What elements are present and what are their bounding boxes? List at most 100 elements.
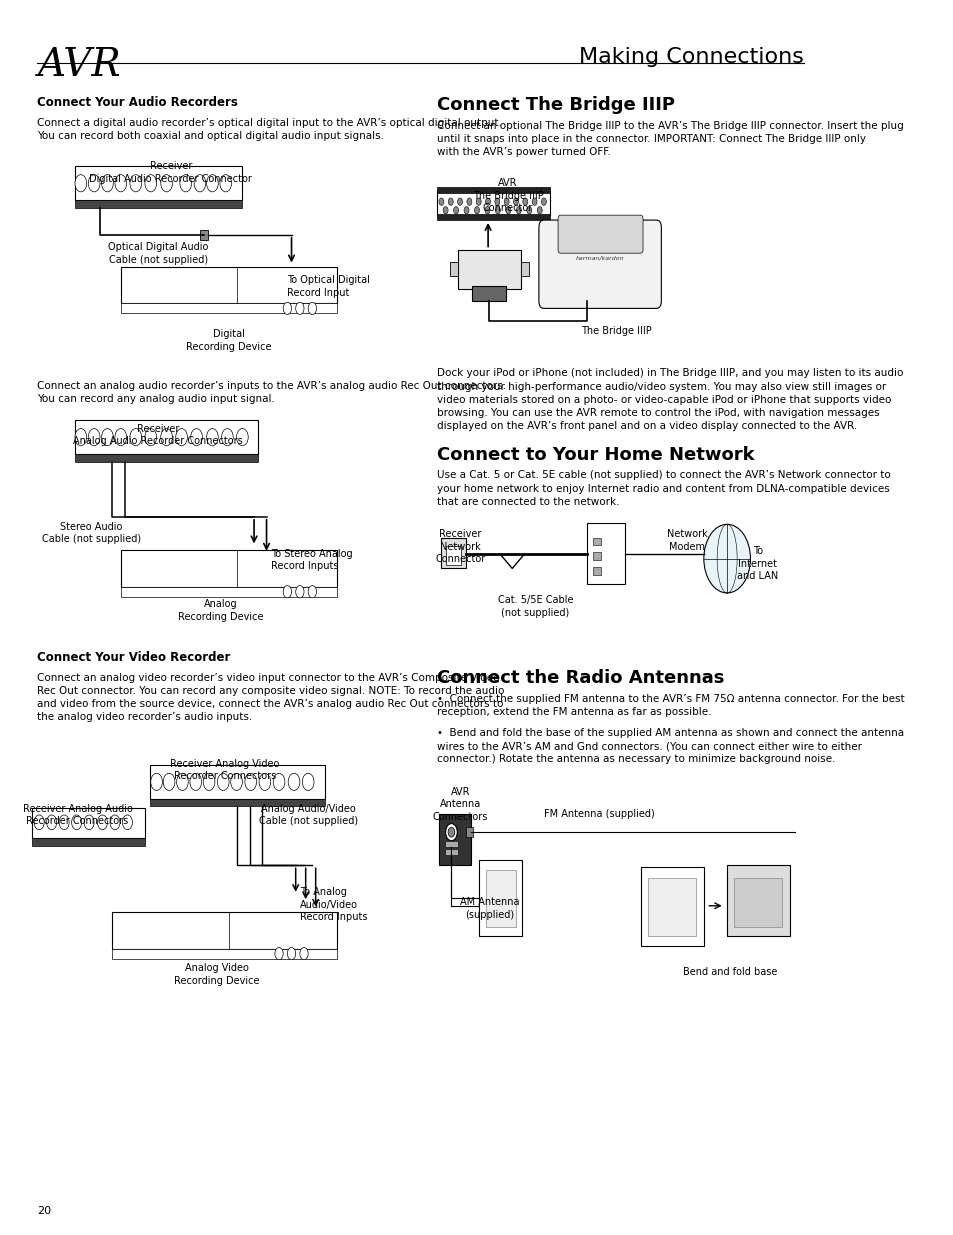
- Bar: [121, 587, 337, 597]
- Text: Receiver Analog Audio
Recorder Connectors: Receiver Analog Audio Recorder Connector…: [23, 804, 132, 826]
- Text: Connect an analog audio recorder’s inputs to the AVR’s analog audio Rec Out conn: Connect an analog audio recorder’s input…: [37, 380, 506, 404]
- Text: 20: 20: [37, 1207, 51, 1216]
- Text: Connect the Radio Antennas: Connect the Radio Antennas: [436, 669, 724, 687]
- Circle shape: [438, 198, 443, 205]
- Circle shape: [97, 815, 108, 830]
- Circle shape: [283, 303, 292, 315]
- Circle shape: [537, 206, 541, 214]
- Circle shape: [219, 174, 232, 191]
- Text: Connect Your Audio Recorders: Connect Your Audio Recorders: [37, 96, 238, 109]
- Circle shape: [505, 206, 510, 214]
- Text: Connect a digital audio recorder’s optical digital input to the AVR’s optical di: Connect a digital audio recorder’s optic…: [37, 119, 502, 142]
- Bar: [436, 190, 549, 215]
- Circle shape: [161, 429, 172, 446]
- Bar: [121, 550, 337, 587]
- Circle shape: [308, 585, 316, 598]
- Text: Making Connections: Making Connections: [578, 47, 803, 67]
- Circle shape: [176, 773, 188, 790]
- Circle shape: [703, 525, 750, 593]
- Text: AVR
Antenna
Connectors: AVR Antenna Connectors: [433, 787, 488, 821]
- Circle shape: [274, 947, 283, 960]
- Circle shape: [287, 947, 295, 960]
- Circle shape: [448, 198, 453, 205]
- Bar: [121, 304, 337, 314]
- Text: Receiver
Analog Audio Recorder Connectors: Receiver Analog Audio Recorder Connector…: [73, 424, 243, 446]
- Bar: [457, 249, 520, 289]
- Bar: [75, 200, 241, 207]
- Circle shape: [513, 198, 517, 205]
- Bar: [75, 165, 241, 200]
- Bar: [587, 524, 624, 584]
- Bar: [438, 814, 470, 866]
- Text: Connect The Bridge IIIP: Connect The Bridge IIIP: [436, 96, 675, 114]
- Circle shape: [495, 198, 499, 205]
- Circle shape: [114, 429, 127, 446]
- Bar: [32, 839, 145, 846]
- Bar: [441, 537, 466, 568]
- Bar: [121, 267, 337, 304]
- FancyBboxPatch shape: [558, 215, 642, 253]
- Text: AM Antenna
(supplied): AM Antenna (supplied): [459, 897, 519, 920]
- Circle shape: [161, 174, 172, 191]
- Circle shape: [207, 174, 218, 191]
- Bar: [75, 420, 258, 454]
- Circle shape: [442, 206, 448, 214]
- Text: AVR
The Bridge IIIP
Connector: AVR The Bridge IIIP Connector: [473, 178, 543, 214]
- Bar: [444, 841, 457, 847]
- Bar: [444, 850, 457, 856]
- Bar: [472, 287, 505, 301]
- Text: harman/kardon: harman/kardon: [576, 256, 624, 261]
- Circle shape: [130, 174, 141, 191]
- Bar: [150, 764, 325, 799]
- Circle shape: [236, 429, 248, 446]
- Circle shape: [102, 174, 113, 191]
- Text: To Analog
Audio/Video
Record Inputs: To Analog Audio/Video Record Inputs: [299, 888, 367, 923]
- Text: Cat. 5/5E Cable
(not supplied): Cat. 5/5E Cable (not supplied): [497, 595, 573, 618]
- Bar: [436, 214, 549, 220]
- Circle shape: [299, 947, 308, 960]
- Circle shape: [221, 429, 233, 446]
- Circle shape: [302, 773, 314, 790]
- Circle shape: [457, 198, 462, 205]
- Text: Digital
Recording Device: Digital Recording Device: [186, 330, 272, 352]
- Text: AVR: AVR: [37, 47, 121, 84]
- Text: To Stereo Analog
Record Inputs: To Stereo Analog Record Inputs: [271, 548, 352, 572]
- Circle shape: [463, 206, 469, 214]
- Circle shape: [245, 773, 256, 790]
- Text: To
Internet
and LAN: To Internet and LAN: [737, 546, 778, 582]
- Bar: [75, 454, 258, 462]
- Circle shape: [89, 429, 100, 446]
- Bar: [640, 867, 703, 946]
- Text: Analog Video
Recording Device: Analog Video Recording Device: [173, 963, 259, 986]
- Text: Optical Digital Audio
Cable (not supplied): Optical Digital Audio Cable (not supplie…: [108, 242, 208, 264]
- Circle shape: [485, 198, 490, 205]
- Circle shape: [47, 815, 56, 830]
- Text: FM Antenna (supplied): FM Antenna (supplied): [544, 809, 655, 819]
- Circle shape: [495, 206, 500, 214]
- Circle shape: [89, 174, 100, 191]
- Circle shape: [130, 429, 141, 446]
- Bar: [32, 808, 145, 839]
- Circle shape: [474, 206, 479, 214]
- Text: Analog Audio/Video
Cable (not supplied): Analog Audio/Video Cable (not supplied): [258, 804, 357, 826]
- Text: •  Bend and fold the base of the supplied AM antenna as shown and connect the an: • Bend and fold the base of the supplied…: [436, 727, 903, 764]
- Circle shape: [295, 585, 304, 598]
- Circle shape: [110, 815, 120, 830]
- Circle shape: [84, 815, 94, 830]
- Circle shape: [217, 773, 229, 790]
- Bar: [449, 262, 457, 277]
- Text: Receiver
Network
Connector: Receiver Network Connector: [435, 529, 485, 564]
- Circle shape: [75, 174, 87, 191]
- Text: Network
Modem: Network Modem: [666, 529, 707, 552]
- Circle shape: [522, 198, 527, 205]
- Bar: [593, 567, 600, 574]
- Bar: [112, 948, 337, 958]
- Bar: [733, 878, 781, 926]
- Bar: [436, 186, 549, 193]
- Circle shape: [526, 206, 531, 214]
- Circle shape: [145, 174, 156, 191]
- Text: Connect to Your Home Network: Connect to Your Home Network: [436, 446, 754, 464]
- Bar: [647, 878, 696, 936]
- Circle shape: [453, 206, 458, 214]
- Bar: [150, 799, 325, 806]
